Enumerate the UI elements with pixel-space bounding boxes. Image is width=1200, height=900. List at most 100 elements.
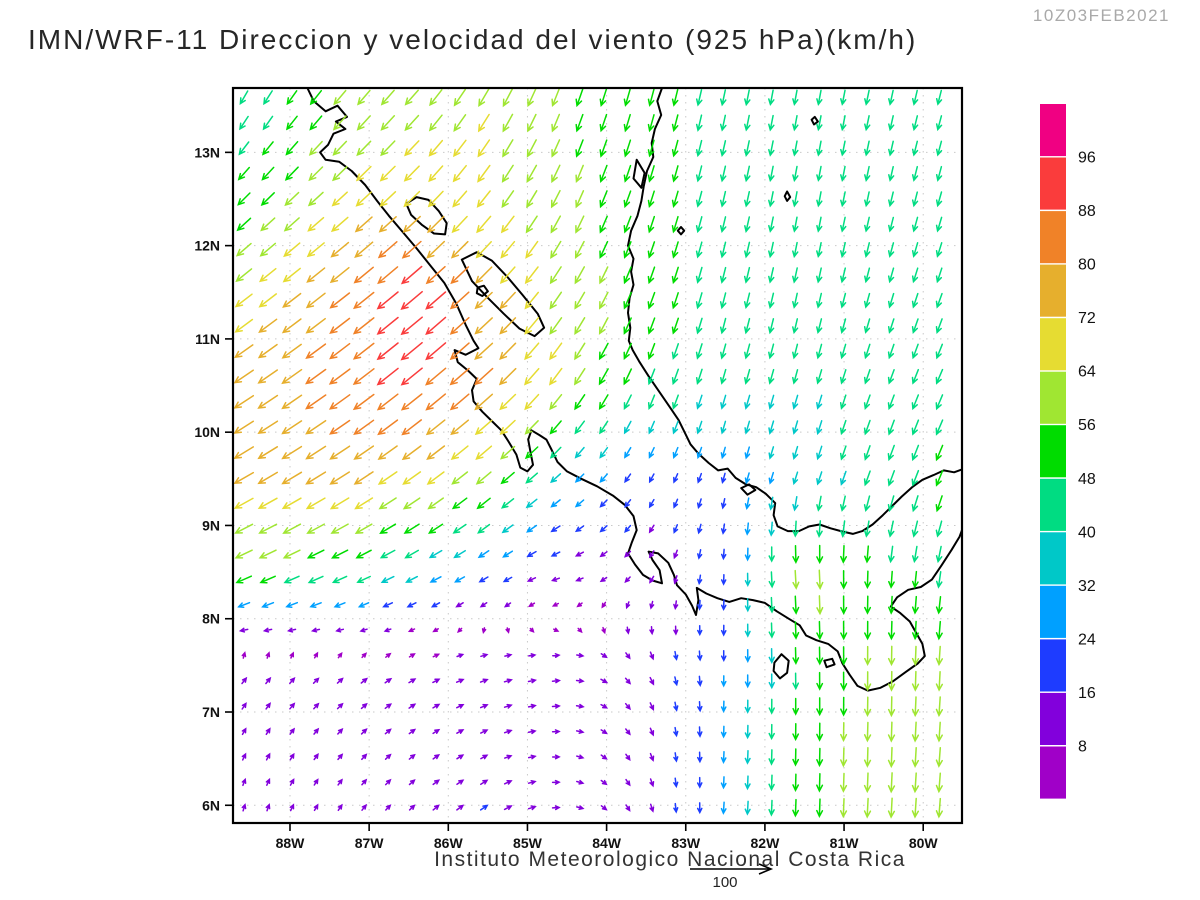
wind-arrow <box>816 292 823 309</box>
wind-arrow <box>475 266 493 284</box>
wind-arrow <box>863 419 871 436</box>
wind-arrow <box>360 702 368 710</box>
wind-arrow <box>695 216 703 234</box>
wind-arrow <box>744 699 751 714</box>
wind-arrow <box>623 317 632 335</box>
wind-arrow <box>335 627 345 633</box>
wind-arrow <box>551 113 561 133</box>
colorbar-tick-label: 56 <box>1078 417 1096 434</box>
wind-arrow <box>839 369 847 385</box>
wind-arrow <box>352 291 375 310</box>
wind-arrow <box>599 473 608 483</box>
wind-arrow <box>671 266 679 285</box>
wind-arrow <box>671 88 679 107</box>
wind-arrow <box>574 266 586 285</box>
wind-arrow <box>475 471 492 485</box>
wind-arrow <box>768 267 775 284</box>
wind-arrow <box>696 446 703 460</box>
wind-arrow <box>408 653 416 658</box>
wind-arrow <box>911 595 919 615</box>
wind-arrow <box>385 804 392 811</box>
wind-arrow <box>281 368 303 385</box>
wind-arrow <box>648 550 655 559</box>
wind-arrow <box>241 777 247 787</box>
wind-arrow <box>744 140 751 157</box>
wind-arrow <box>306 267 326 283</box>
wind-arrow <box>719 140 727 158</box>
wind-arrow <box>887 444 895 462</box>
wind-arrow <box>427 215 445 234</box>
wind-arrow <box>549 420 562 435</box>
wind-arrow <box>257 420 279 435</box>
wind-arrow <box>329 445 351 460</box>
wind-arrow <box>671 165 679 183</box>
wind-arrow <box>449 342 470 361</box>
wind-arrow <box>262 115 274 131</box>
wind-arrow <box>911 620 919 641</box>
wind-arrow <box>673 524 679 534</box>
wind-arrow <box>258 318 278 333</box>
wind-arrow <box>306 549 325 559</box>
wind-arrow <box>768 318 775 335</box>
wind-arrow <box>840 520 847 538</box>
coastline-coiba-island <box>772 653 790 680</box>
wind-arrow <box>863 470 871 487</box>
wind-arrow <box>911 191 919 208</box>
wind-arrow <box>673 473 679 484</box>
wind-arrow <box>309 115 323 131</box>
wind-arrow <box>695 317 703 335</box>
wind-arrow <box>911 89 919 106</box>
wind-arrow <box>720 801 727 815</box>
wind-arrow <box>306 242 325 258</box>
wind-arrow <box>625 626 631 635</box>
wind-arrow <box>432 728 441 735</box>
wind-arrow <box>599 525 608 533</box>
wind-arrow <box>697 675 703 687</box>
wind-arrow <box>599 291 609 310</box>
wind-arrow <box>720 725 727 739</box>
wind-arrow <box>354 497 374 510</box>
wind-arrow <box>623 241 632 259</box>
wind-arrow <box>575 215 585 234</box>
wind-arrow <box>935 140 943 157</box>
wind-arrow <box>864 645 872 666</box>
wind-arrow <box>258 549 277 559</box>
wind-arrow <box>428 165 444 183</box>
wind-arrow <box>355 549 372 559</box>
wind-arrow <box>768 749 775 766</box>
wind-arrow <box>265 752 271 761</box>
wind-arrow <box>624 702 631 711</box>
wind-arrow <box>574 473 585 483</box>
wind-arrow <box>673 650 679 661</box>
wind-arrow <box>599 113 608 133</box>
wind-arrow <box>383 627 392 633</box>
wind-arrow <box>480 729 489 735</box>
wind-arrow <box>935 318 943 334</box>
wind-arrow <box>357 602 370 608</box>
wind-arrow <box>768 799 775 817</box>
wind-arrow <box>407 627 416 633</box>
wind-arrow <box>504 653 513 658</box>
wind-arrow <box>672 420 679 435</box>
wind-arrow <box>574 420 586 435</box>
wind-arrow <box>768 394 775 410</box>
wind-arrow <box>498 367 517 386</box>
wind-arrow <box>935 696 944 718</box>
wind-arrow <box>911 318 919 335</box>
wind-arrow <box>792 569 800 590</box>
wind-arrow <box>352 317 375 335</box>
wind-arrow <box>695 165 703 183</box>
wind-arrow <box>425 393 447 411</box>
wind-arrow <box>744 674 751 689</box>
wind-arrow <box>888 89 895 106</box>
wind-arrow <box>816 722 824 742</box>
wind-arrow <box>840 165 847 182</box>
wind-arrow <box>551 88 560 108</box>
wind-arrow <box>935 292 943 309</box>
wind-arrow <box>935 645 944 667</box>
wind-arrow <box>235 268 253 283</box>
wind-arrow <box>839 470 847 486</box>
wind-arrow <box>449 367 470 386</box>
wind-arrow <box>816 140 823 157</box>
wind-arrow <box>281 394 303 410</box>
